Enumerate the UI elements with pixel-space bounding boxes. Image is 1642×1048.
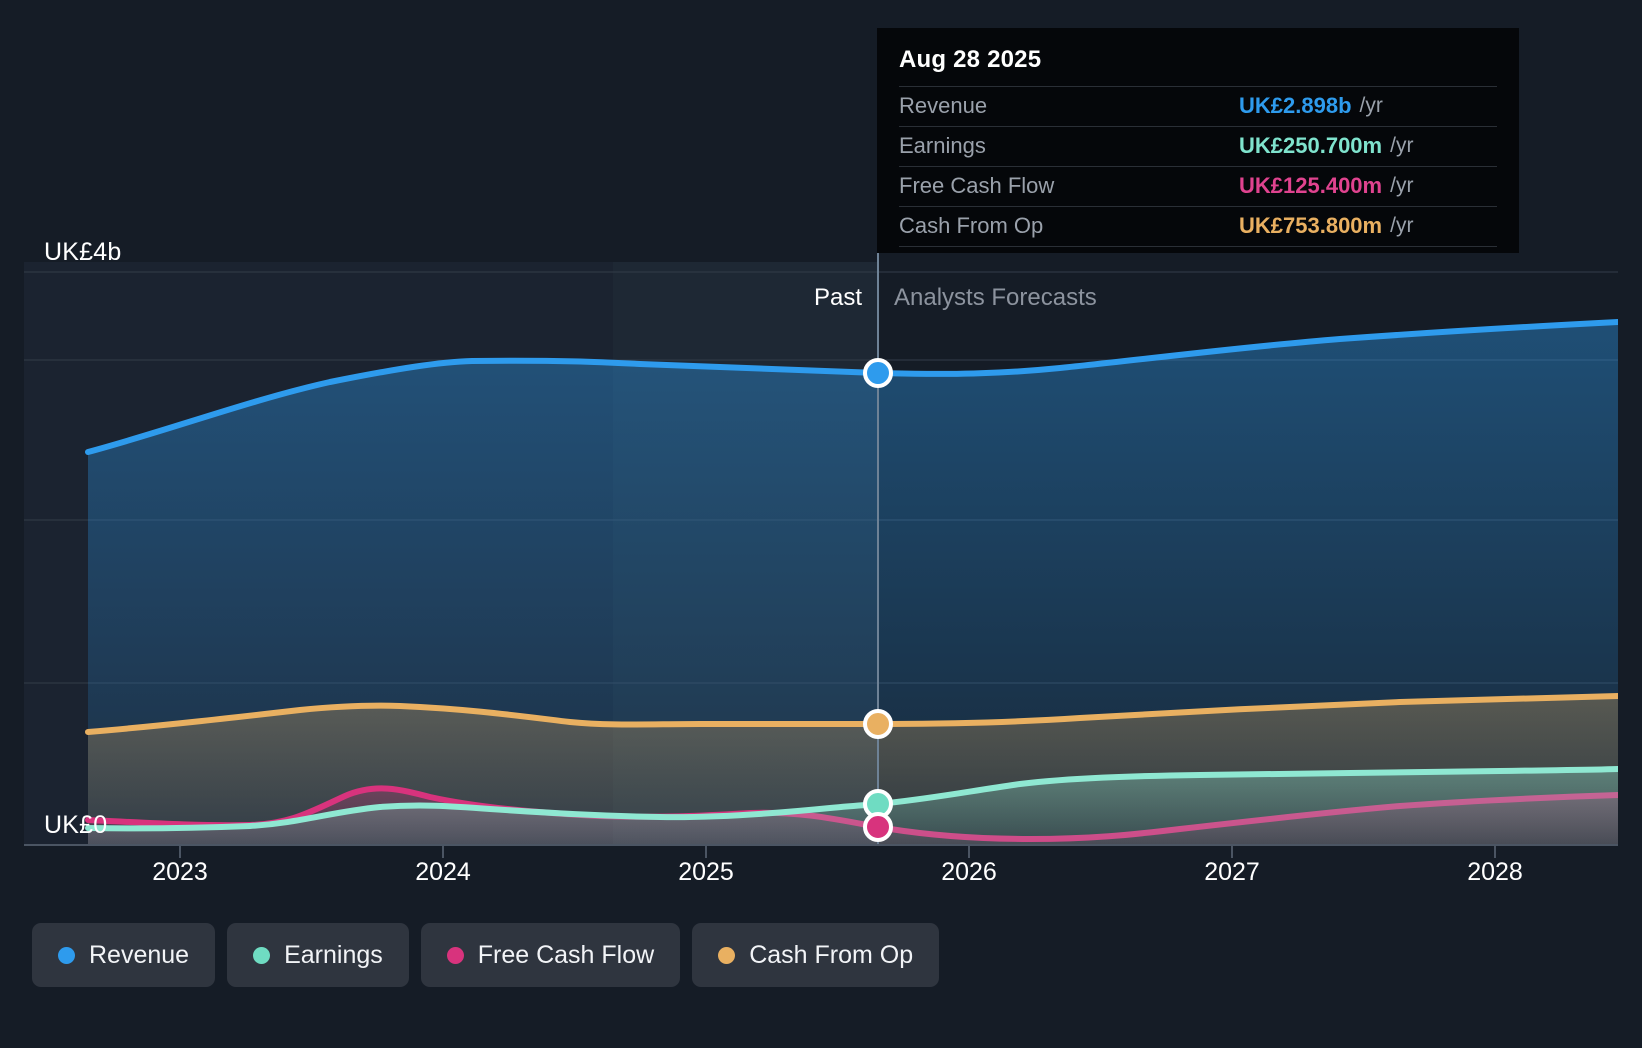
marker-revenue [863,358,893,388]
marker-cash-from-op [863,709,893,739]
chart-tooltip: Aug 28 2025 Revenue UK£2.898b /yr Earnin… [877,28,1519,253]
legend-label-cash-from-op: Cash From Op [749,940,914,969]
y-axis-label-zero: UK£0 [44,811,108,839]
tooltip-value-free-cash-flow: UK£125.400m [1239,173,1383,198]
highlight-markers [863,358,893,842]
x-axis-ticks [179,845,1496,858]
legend-item-earnings[interactable]: Earnings [227,923,409,987]
chart-svg [24,225,1618,858]
legend-dot-revenue-icon [58,946,75,964]
forecast-region-label: Analysts Forecasts [894,284,1097,311]
tooltip-value-revenue: UK£2.898b [1239,93,1352,118]
y-axis-label-max: UK£4b [44,238,122,266]
tooltip-unit-revenue: /yr [1359,94,1383,117]
tooltip-value-earnings: UK£250.700m [1239,133,1383,158]
legend-label-free-cash-flow: Free Cash Flow [477,940,655,969]
legend-dot-earnings-icon [253,946,271,964]
tooltip-unit-earnings: /yr [1390,134,1414,157]
tooltip-bottom-rule [899,246,1497,247]
x-axis-label-2027: 2027 [1204,858,1260,886]
legend-dot-free-cash-flow-icon [446,946,464,964]
chart-plot-area: UK£4b UK£0 Past Analysts Forecasts 2023 … [24,225,1618,886]
series-line-cash-from-op [85,693,1618,735]
marker-free-cash-flow [863,812,893,842]
series-line-revenue [85,319,1618,455]
legend-item-cash-from-op[interactable]: Cash From Op [692,923,940,987]
tooltip-unit-cash-from-op: /yr [1390,214,1414,237]
series-line-earnings [85,766,1618,832]
tooltip-label-revenue: Revenue [899,93,988,118]
x-axis-label-2024: 2024 [415,858,471,886]
legend-item-free-cash-flow[interactable]: Free Cash Flow [420,923,681,987]
tooltip-row-earnings: Earnings UK£250.700m /yr [899,126,1497,166]
tooltip-unit-free-cash-flow: /yr [1390,174,1414,197]
tooltip-value-cash-from-op: UK£753.800m [1239,213,1383,238]
tooltip-row-free-cash-flow: Free Cash Flow UK£125.400m /yr [899,166,1497,206]
past-region-label: Past [813,284,862,311]
legend-item-revenue[interactable]: Revenue [32,923,216,987]
x-axis-label-2028: 2028 [1467,858,1523,886]
tooltip-date: Aug 28 2025 [899,46,1042,73]
tooltip-row-revenue: Revenue UK£2.898b /yr [899,86,1497,126]
x-axis-label-2023: 2023 [152,858,208,886]
tooltip-row-cash-from-op: Cash From Op UK£753.800m /yr [899,206,1497,246]
x-axis-label-2026: 2026 [941,858,997,886]
tooltip-label-free-cash-flow: Free Cash Flow [899,173,1055,198]
legend-label-earnings: Earnings [284,940,383,969]
tooltip-label-cash-from-op: Cash From Op [899,213,1044,238]
tooltip-label-earnings: Earnings [899,133,986,158]
legend-dot-cash-from-op-icon [718,946,736,964]
chart-legend: Revenue Earnings Free Cash Flow Cash Fro… [32,923,940,987]
x-axis-label-2025: 2025 [678,858,734,886]
legend-label-revenue: Revenue [89,940,190,969]
